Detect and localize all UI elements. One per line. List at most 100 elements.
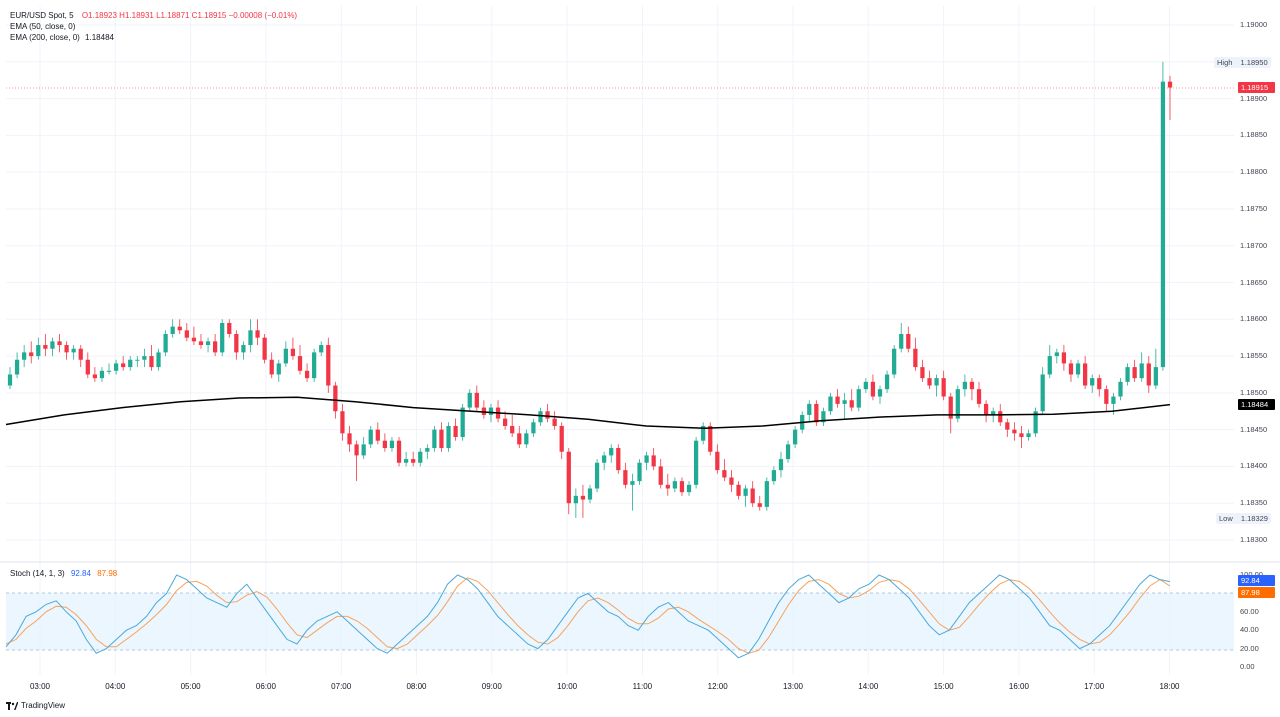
candle-body — [814, 403, 819, 423]
candle — [835, 389, 840, 408]
candle — [510, 414, 515, 437]
candle-body — [128, 359, 133, 368]
candle — [863, 378, 868, 393]
candle — [43, 334, 48, 357]
candle — [969, 378, 975, 401]
ema200-row[interactable]: EMA (200, close, 0) 1.18484 — [10, 32, 297, 43]
candle-body — [85, 359, 90, 375]
stoch-legend[interactable]: Stoch (14, 1, 3) 92.84 87.98 — [10, 569, 117, 578]
tradingview-logo[interactable]: TradingView — [6, 701, 65, 710]
candle — [1146, 356, 1151, 393]
candle-body — [991, 411, 996, 415]
price-tick-label: 1.18600 — [1240, 314, 1268, 324]
candle-body — [630, 481, 635, 485]
candle — [446, 422, 451, 452]
candle — [736, 481, 741, 500]
candle — [750, 481, 755, 507]
candle — [884, 370, 890, 393]
candle — [283, 341, 288, 368]
candle-body — [906, 334, 911, 349]
candle-body — [312, 352, 317, 379]
price-tick-label: 1.18400 — [1240, 461, 1268, 471]
candle-body — [113, 363, 119, 371]
candle — [135, 356, 140, 368]
candle-body — [1054, 352, 1059, 357]
candle-body — [1139, 363, 1144, 379]
candle-body — [361, 444, 366, 456]
candle — [877, 385, 883, 404]
time-tick-label: 17:00 — [1084, 682, 1105, 691]
low-badge: Low 1.18329 — [1216, 513, 1271, 524]
candle — [347, 425, 352, 452]
candle-body — [892, 348, 897, 375]
candle-body — [1005, 422, 1010, 430]
stoch-k-badge: 92.84 — [1238, 575, 1275, 586]
candle-body — [729, 477, 734, 485]
candle-body — [92, 374, 97, 379]
candle-body — [1068, 363, 1074, 375]
candle — [793, 425, 798, 449]
ema50-label[interactable]: EMA (50, close, 0) — [10, 22, 76, 31]
candle-body — [439, 429, 444, 449]
candle — [7, 367, 13, 390]
candle-body — [927, 378, 932, 386]
candle-body — [1146, 363, 1151, 386]
candle — [870, 374, 876, 401]
candle — [1005, 418, 1010, 437]
time-tick-label: 03:00 — [29, 682, 51, 691]
stoch-band — [6, 593, 1234, 650]
candle-body — [1118, 381, 1123, 397]
candle — [326, 337, 331, 393]
candle-body — [283, 348, 288, 364]
candle — [503, 411, 508, 430]
stoch-k-line — [5, 574, 1171, 659]
candle — [785, 440, 791, 463]
candle-body — [679, 481, 685, 493]
candle — [368, 425, 373, 449]
candle-body — [418, 451, 423, 463]
candle-body — [227, 322, 232, 334]
candle — [906, 326, 911, 353]
candle — [453, 418, 458, 441]
price-tick-label: 1.18900 — [1240, 93, 1268, 103]
tradingview-icon — [6, 701, 19, 710]
candle-body — [531, 422, 536, 434]
candle-body — [1047, 356, 1052, 375]
candle-body — [587, 488, 593, 500]
candle-body — [14, 359, 20, 375]
time-tick-label: 05:00 — [180, 682, 201, 691]
candle-body — [36, 345, 41, 357]
candle-body — [998, 411, 1003, 423]
candle-body — [644, 455, 649, 463]
candle — [722, 459, 727, 482]
candle — [78, 345, 83, 368]
candle-body — [1132, 367, 1137, 379]
candle-body — [715, 451, 720, 471]
time-tick-label: 07:00 — [331, 682, 352, 691]
candle-body — [566, 451, 571, 504]
price-tick-label: 1.18500 — [1240, 387, 1268, 397]
candle — [248, 319, 253, 353]
candle — [1139, 352, 1144, 382]
candle-body — [920, 367, 925, 379]
candle-body — [135, 359, 140, 361]
candle-body — [269, 359, 274, 375]
candle-body — [467, 392, 472, 408]
candle — [630, 473, 635, 511]
candle — [566, 448, 571, 515]
symbol-label[interactable]: EUR/USD Spot, 5 — [10, 11, 74, 20]
candle — [517, 425, 522, 449]
candle-body — [29, 352, 34, 357]
candle — [559, 422, 564, 460]
candle — [545, 403, 550, 423]
candle — [594, 459, 600, 493]
candle — [213, 334, 218, 357]
candle — [955, 385, 960, 423]
candle-body — [22, 352, 27, 360]
candle — [715, 444, 720, 474]
stoch-tick-label: 60.00 — [1240, 606, 1259, 616]
candle-body — [580, 495, 586, 500]
candle — [241, 341, 246, 360]
stoch-tick-label: 20.00 — [1240, 643, 1259, 653]
